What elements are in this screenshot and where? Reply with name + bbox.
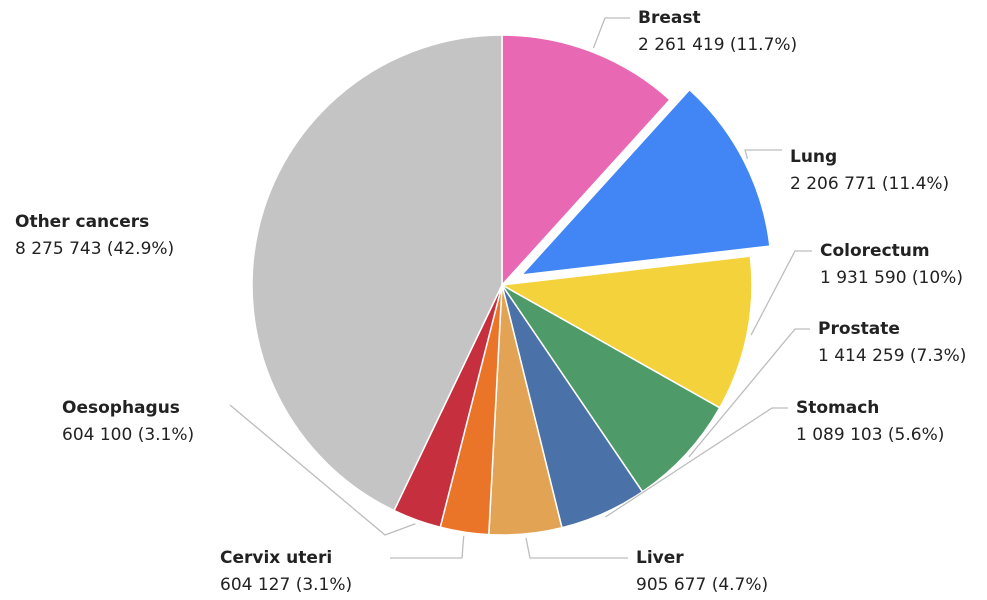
leader-line (605, 407, 788, 518)
slice-label-value: 1 089 103 (5.6%) (796, 425, 944, 445)
leader-line (525, 537, 628, 559)
slice-label-value: 2 206 771 (11.4%) (790, 174, 949, 194)
slice-label-value: 8 275 743 (42.9%) (15, 239, 174, 259)
slice-label-value: 1 414 259 (7.3%) (818, 346, 966, 366)
leader-line (744, 149, 782, 159)
slice-label-name: Stomach (796, 398, 879, 418)
slice-label-value: 2 261 419 (11.7%) (638, 35, 797, 55)
pie-slice (501, 284, 721, 493)
leader-line (592, 17, 630, 49)
leader-line (688, 328, 810, 458)
slice-label-name: Breast (638, 8, 701, 28)
slice-label-value: 604 127 (3.1%) (220, 575, 352, 595)
slice-label-name: Oesophagus (62, 398, 180, 418)
leader-line (750, 250, 812, 336)
slice-label-name: Colorectum (820, 241, 930, 261)
slice-label-value: 1 931 590 (10%) (820, 268, 963, 288)
slice-label-name: Other cancers (15, 212, 149, 232)
pie-slice (251, 34, 503, 512)
slice-label-name: Liver (636, 548, 684, 568)
pie-slice (519, 88, 771, 276)
slice-label-value: 905 677 (4.7%) (636, 575, 768, 595)
slice-label-name: Lung (790, 147, 837, 167)
leader-line (390, 536, 465, 559)
pie-slice (501, 34, 671, 287)
slice-label-name: Prostate (818, 319, 900, 339)
pie-slice (499, 255, 753, 409)
slice-label-name: Cervix uteri (220, 548, 332, 568)
slice-label-value: 604 100 (3.1%) (62, 425, 194, 445)
leader-line (229, 404, 416, 536)
